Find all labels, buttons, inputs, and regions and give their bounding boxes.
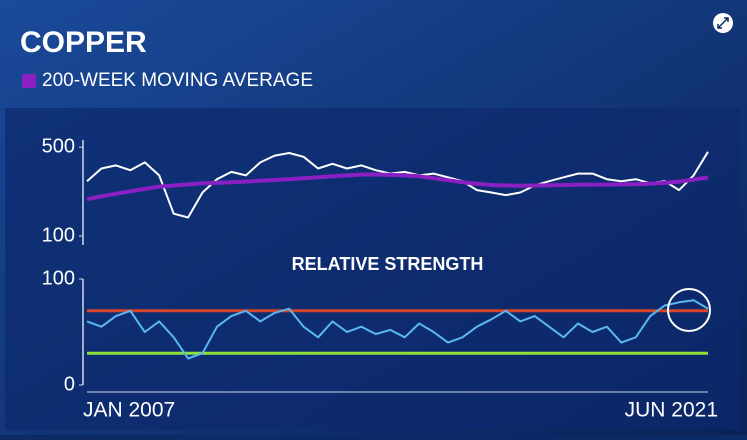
title: COPPER bbox=[20, 26, 147, 59]
y-tick-label: 100 bbox=[42, 224, 75, 246]
expand-icon bbox=[717, 17, 729, 29]
y-tick-label: 100 bbox=[42, 267, 75, 289]
legend-swatch bbox=[22, 74, 36, 88]
annotation: RELATIVE STRENGTH bbox=[292, 254, 484, 274]
chart-panel bbox=[5, 108, 740, 430]
y-tick-label: 0 bbox=[64, 373, 75, 395]
series-line bbox=[86, 151, 709, 219]
x-tick-label: JAN 2007 bbox=[83, 399, 175, 422]
y-tick-label: 500 bbox=[42, 136, 75, 158]
x-tick-label: JUN 2021 bbox=[625, 399, 718, 422]
highlight-circle bbox=[667, 288, 711, 332]
series-line bbox=[86, 299, 709, 360]
subtitle: 200-WEEK MOVING AVERAGE bbox=[42, 70, 313, 91]
series-line bbox=[86, 172, 709, 202]
